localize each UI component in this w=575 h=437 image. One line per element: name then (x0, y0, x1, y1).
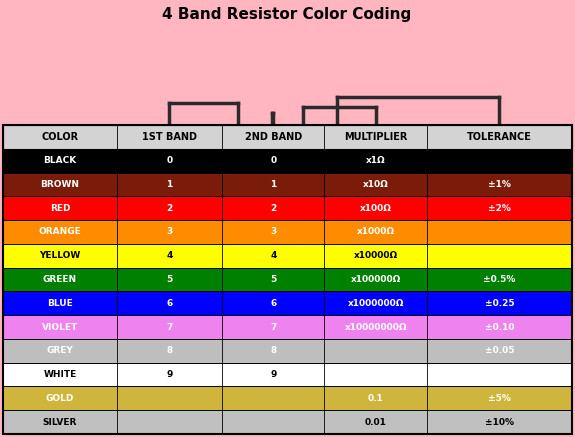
Text: GREEN: GREEN (43, 275, 77, 284)
Text: 1: 1 (166, 180, 172, 189)
Text: WHITE: WHITE (43, 370, 76, 379)
Bar (3, 125, 572, 434)
Text: 8: 8 (270, 346, 277, 355)
Text: ±1%: ±1% (488, 180, 511, 189)
Text: 2: 2 (270, 204, 277, 213)
Text: x1000000Ω: x1000000Ω (347, 299, 404, 308)
Text: BLACK: BLACK (43, 156, 76, 165)
Text: x1Ω: x1Ω (366, 156, 385, 165)
Text: SILVER: SILVER (43, 418, 77, 427)
Text: 6: 6 (166, 299, 172, 308)
Text: 1: 1 (270, 180, 277, 189)
Text: 0: 0 (166, 156, 172, 165)
Text: 8: 8 (166, 346, 172, 355)
Text: TOLERANCE: TOLERANCE (467, 132, 532, 142)
Bar (268, 352, 276, 388)
Text: MULTIPLIER: MULTIPLIER (344, 132, 407, 142)
Text: 7: 7 (270, 323, 277, 332)
Bar (3, 196, 572, 220)
Text: 5: 5 (270, 275, 277, 284)
Text: BLUE: BLUE (47, 299, 73, 308)
Text: RED: RED (49, 204, 70, 213)
Bar (234, 352, 242, 388)
Text: ±10%: ±10% (485, 418, 514, 427)
Text: 4: 4 (166, 251, 172, 260)
Bar (3, 291, 572, 315)
Text: x10Ω: x10Ω (363, 180, 389, 189)
FancyBboxPatch shape (203, 342, 372, 398)
Text: ±0.5%: ±0.5% (483, 275, 516, 284)
Bar (3, 244, 572, 267)
Bar (3, 149, 572, 173)
Bar (3, 125, 572, 149)
Bar (3, 363, 572, 386)
Text: 9: 9 (166, 370, 172, 379)
Text: 2: 2 (166, 204, 172, 213)
Text: 1ST BAND: 1ST BAND (142, 132, 197, 142)
Text: x1000Ω: x1000Ω (356, 228, 394, 236)
Text: ±5%: ±5% (488, 394, 511, 403)
Text: 0: 0 (270, 156, 277, 165)
Text: 4: 4 (270, 251, 277, 260)
Text: ±2%: ±2% (488, 204, 511, 213)
Bar (3, 410, 572, 434)
Text: 9: 9 (270, 370, 277, 379)
Text: ±0.25: ±0.25 (485, 299, 514, 308)
Bar (299, 352, 307, 388)
Text: 2ND BAND: 2ND BAND (244, 132, 302, 142)
Bar (333, 352, 341, 388)
Text: GREY: GREY (47, 346, 73, 355)
Text: ±0.10: ±0.10 (485, 323, 514, 332)
Text: BROWN: BROWN (40, 180, 79, 189)
Text: x100000Ω: x100000Ω (351, 275, 401, 284)
Text: 7: 7 (166, 323, 172, 332)
Text: 3: 3 (166, 228, 172, 236)
Text: ORANGE: ORANGE (39, 228, 81, 236)
Text: ±0.05: ±0.05 (485, 346, 514, 355)
Bar (3, 386, 572, 410)
Bar (3, 220, 572, 244)
Text: VIOLET: VIOLET (42, 323, 78, 332)
Text: COLOR: COLOR (41, 132, 78, 142)
Bar (3, 315, 572, 339)
Text: 3: 3 (270, 228, 277, 236)
Text: x10000Ω: x10000Ω (354, 251, 398, 260)
Text: 5: 5 (166, 275, 172, 284)
Bar (3, 173, 572, 196)
Text: YELLOW: YELLOW (39, 251, 80, 260)
Text: 0.1: 0.1 (368, 394, 384, 403)
Text: x100Ω: x100Ω (360, 204, 392, 213)
Text: 4 Band Resistor Color Coding: 4 Band Resistor Color Coding (162, 7, 412, 22)
Text: 6: 6 (270, 299, 277, 308)
Text: GOLD: GOLD (46, 394, 74, 403)
Bar (3, 267, 572, 291)
Text: 0.01: 0.01 (365, 418, 386, 427)
Bar (3, 339, 572, 363)
Text: x10000000Ω: x10000000Ω (344, 323, 407, 332)
